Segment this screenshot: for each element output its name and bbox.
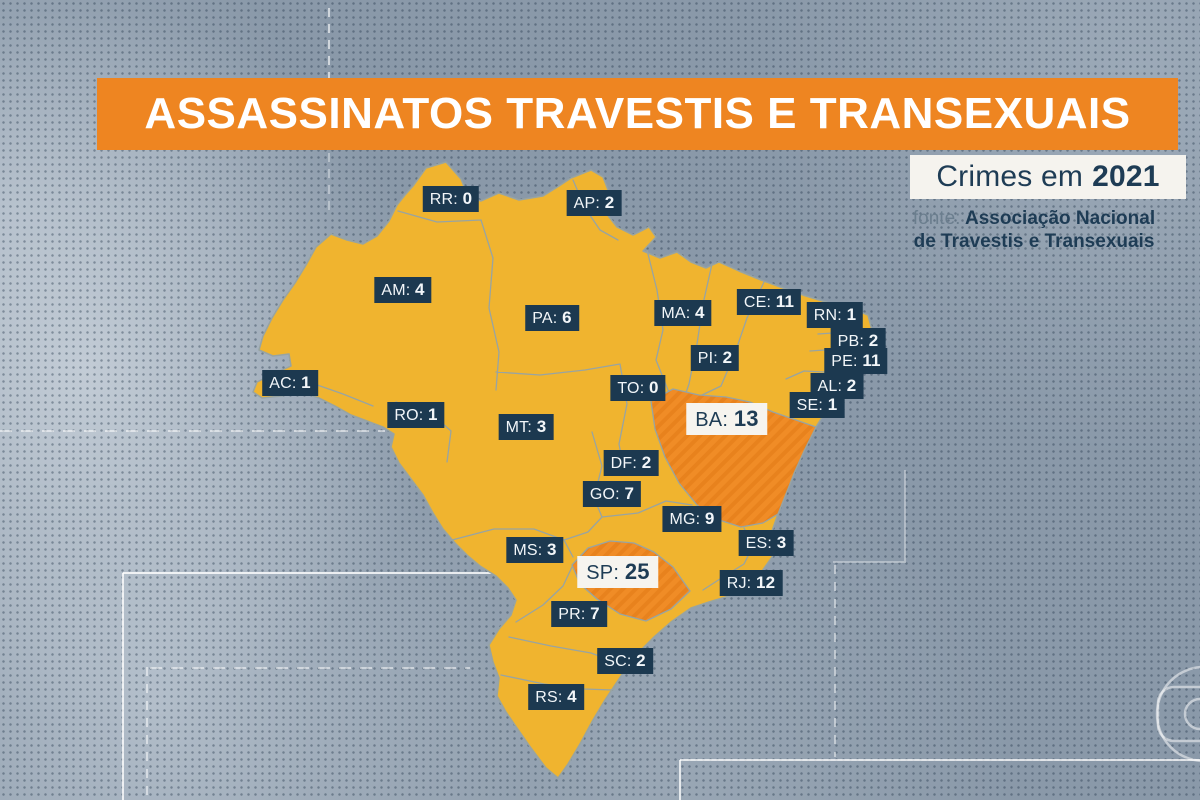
- state-label-sc: SC: 2: [597, 648, 653, 674]
- state-label-go: GO: 7: [582, 481, 642, 507]
- state-label-ce: CE: 11: [736, 289, 802, 315]
- state-label-to: TO: 0: [610, 375, 666, 401]
- state-label-ap: AP: 2: [566, 190, 622, 216]
- period-year: 2021: [1092, 160, 1160, 193]
- state-label-sp: SP: 25: [577, 556, 659, 588]
- state-label-pr: PR: 7: [551, 601, 607, 627]
- source-name-2: de Travestis e Transexuais: [913, 231, 1155, 252]
- state-label-ma: MA: 4: [654, 300, 712, 326]
- state-label-rn: RN: 1: [806, 302, 864, 328]
- state-label-rs: RS: 4: [528, 684, 584, 710]
- period-box: Crimes em 2021: [910, 155, 1186, 199]
- state-label-ba: BA: 13: [686, 403, 768, 435]
- state-label-es: ES: 3: [738, 530, 794, 556]
- state-label-mt: MT: 3: [498, 414, 554, 440]
- state-label-df: DF: 2: [603, 450, 659, 476]
- state-label-pe: PE: 11: [824, 348, 888, 374]
- state-label-am: AM: 4: [374, 277, 432, 303]
- period-prefix: Crimes em: [936, 160, 1084, 193]
- state-label-se: SE: 1: [789, 392, 845, 418]
- source-line-1: fonte: Associação Nacional: [878, 207, 1190, 230]
- source-name-1: Associação Nacional: [965, 208, 1156, 229]
- state-label-pi: PI: 2: [690, 345, 740, 371]
- source-label: fonte:: [912, 208, 961, 229]
- state-label-pa: PA: 6: [525, 305, 579, 331]
- state-label-ac: AC: 1: [262, 370, 318, 396]
- state-label-mg: MG: 9: [662, 506, 722, 532]
- state-label-rr: RR: 0: [422, 186, 480, 212]
- globo-logo-watermark: [1155, 665, 1200, 763]
- state-label-rj: RJ: 12: [719, 570, 783, 596]
- headline-banner: ASSASSINATOS TRAVESTIS E TRANSEXUAIS: [97, 78, 1178, 150]
- state-label-ro: RO: 1: [387, 402, 445, 428]
- source-credit: fonte: Associação Nacional de Travestis …: [878, 207, 1190, 253]
- headline-text: ASSASSINATOS TRAVESTIS E TRANSEXUAIS: [144, 89, 1131, 138]
- state-label-ms: MS: 3: [506, 537, 564, 563]
